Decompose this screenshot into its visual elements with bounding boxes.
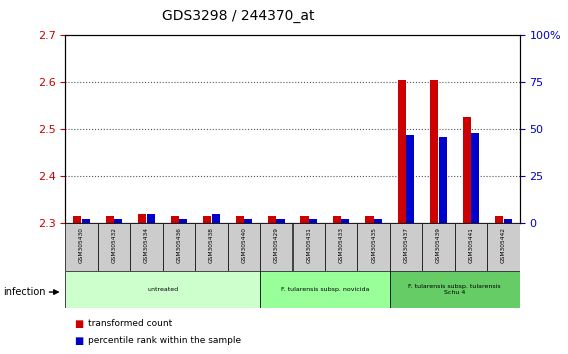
Text: percentile rank within the sample: percentile rank within the sample <box>88 336 241 345</box>
Text: GSM305431: GSM305431 <box>306 227 311 263</box>
Text: GSM305438: GSM305438 <box>209 227 214 263</box>
Text: transformed count: transformed count <box>88 319 172 329</box>
Bar <box>82 219 90 223</box>
Text: GSM305434: GSM305434 <box>144 227 149 263</box>
Text: GSM305439: GSM305439 <box>436 227 441 263</box>
FancyBboxPatch shape <box>455 223 487 271</box>
FancyBboxPatch shape <box>228 223 260 271</box>
Text: GSM305436: GSM305436 <box>177 227 181 263</box>
Bar <box>170 216 179 223</box>
Text: GDS3298 / 244370_at: GDS3298 / 244370_at <box>162 9 315 23</box>
Bar <box>244 219 252 223</box>
Bar <box>106 216 114 223</box>
Bar <box>463 118 471 223</box>
Bar <box>374 219 382 223</box>
Bar <box>398 80 406 223</box>
Bar <box>73 216 81 223</box>
Bar <box>431 80 438 223</box>
Bar <box>504 219 512 223</box>
FancyBboxPatch shape <box>260 223 293 271</box>
Text: infection: infection <box>3 287 45 297</box>
Text: GSM305430: GSM305430 <box>79 227 84 263</box>
Bar <box>211 213 220 223</box>
FancyBboxPatch shape <box>423 223 455 271</box>
Bar <box>333 216 341 223</box>
Bar <box>495 216 503 223</box>
Text: GSM305442: GSM305442 <box>501 227 506 263</box>
Bar <box>471 133 479 223</box>
Bar <box>309 219 317 223</box>
Bar <box>406 135 415 223</box>
Text: GSM305440: GSM305440 <box>241 227 247 263</box>
FancyBboxPatch shape <box>65 223 98 271</box>
FancyBboxPatch shape <box>65 271 260 308</box>
Bar <box>277 219 285 223</box>
Bar <box>341 219 349 223</box>
FancyBboxPatch shape <box>357 223 390 271</box>
FancyBboxPatch shape <box>98 223 130 271</box>
FancyBboxPatch shape <box>390 271 520 308</box>
FancyBboxPatch shape <box>293 223 325 271</box>
Text: GSM305441: GSM305441 <box>469 227 474 263</box>
Text: F. tularensis subsp. novicida: F. tularensis subsp. novicida <box>281 287 369 292</box>
Bar <box>300 216 308 223</box>
FancyBboxPatch shape <box>130 223 162 271</box>
Bar <box>179 219 187 223</box>
FancyBboxPatch shape <box>195 223 228 271</box>
FancyBboxPatch shape <box>260 271 390 308</box>
FancyBboxPatch shape <box>325 223 357 271</box>
FancyBboxPatch shape <box>487 223 520 271</box>
Bar <box>138 213 147 223</box>
Bar <box>438 137 447 223</box>
Bar <box>268 216 276 223</box>
Text: GSM305432: GSM305432 <box>111 227 116 263</box>
Bar <box>365 216 374 223</box>
Text: GSM305435: GSM305435 <box>371 227 376 263</box>
Bar <box>203 216 211 223</box>
Bar <box>114 219 122 223</box>
Text: untreated: untreated <box>147 287 178 292</box>
FancyBboxPatch shape <box>162 223 195 271</box>
Bar <box>236 216 244 223</box>
Text: ■: ■ <box>74 336 83 346</box>
Bar <box>147 213 154 223</box>
Text: GSM305437: GSM305437 <box>404 227 408 263</box>
Text: GSM305433: GSM305433 <box>339 227 344 263</box>
Text: ■: ■ <box>74 319 83 329</box>
Text: F. tularensis subsp. tularensis
Schu 4: F. tularensis subsp. tularensis Schu 4 <box>408 284 501 295</box>
FancyBboxPatch shape <box>390 223 423 271</box>
Text: GSM305429: GSM305429 <box>274 227 279 263</box>
